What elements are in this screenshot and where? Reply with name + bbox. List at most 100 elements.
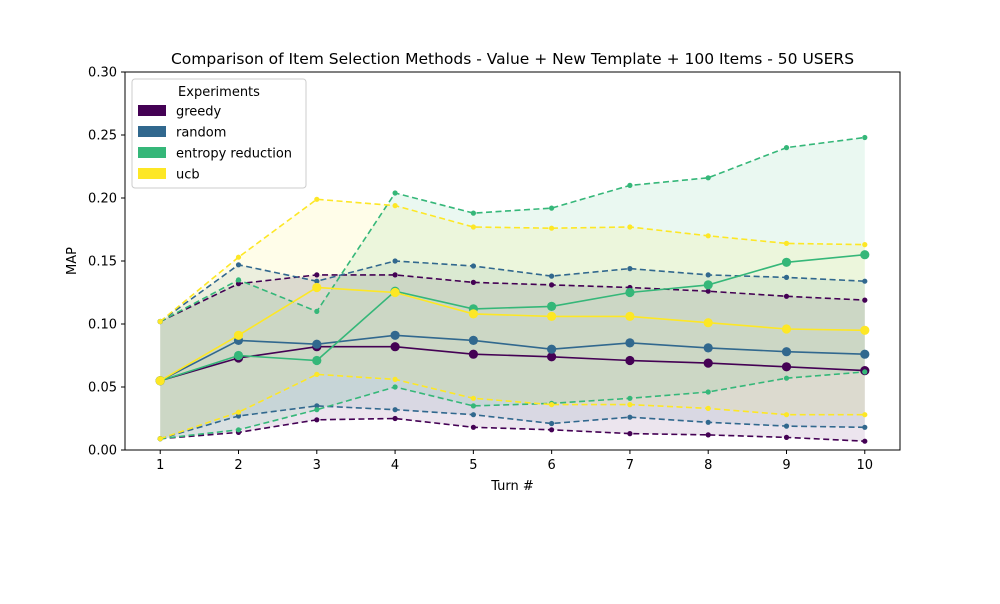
legend-swatch (138, 126, 166, 137)
legend-label: entropy reduction (176, 147, 292, 162)
legend-item-entropy-reduction: entropy reduction (138, 147, 292, 162)
x-axis-label: Turn # (490, 479, 534, 494)
x-tick-label: 9 (782, 458, 790, 473)
x-tick-label: 10 (856, 458, 873, 473)
x-tick-label: 8 (704, 458, 712, 473)
legend-label: greedy (176, 105, 222, 120)
series-random-upper-point (392, 258, 398, 264)
y-tick-label: 0.00 (88, 444, 117, 459)
series-ucb-upper-point (392, 203, 398, 209)
series-entropy-reduction-mean-point (625, 287, 635, 298)
legend-swatch (138, 105, 166, 116)
series-ucb-upper-point (470, 224, 476, 230)
series-lines (155, 134, 870, 444)
series-greedy-upper-point (783, 293, 790, 299)
legend-title: Experiments (178, 85, 260, 100)
band-entropy-reduction (160, 137, 865, 439)
legend-box (131, 78, 307, 189)
y-tick-label: 0.30 (88, 66, 117, 81)
series-random-lower-point (470, 412, 476, 418)
series-entropy-reduction-upper-point (627, 182, 633, 188)
x-tick-label: 6 (548, 458, 556, 473)
series-entropy-reduction-lower-point (862, 369, 868, 375)
series-ucb-mean-point (703, 318, 713, 328)
series-ucb-upper-point (235, 254, 242, 260)
series-greedy-lower-point (627, 431, 633, 437)
series-entropy-reduction-upper-point (314, 308, 320, 314)
series-entropy-reduction-mean-point (547, 301, 557, 311)
series-random-upper-point (470, 263, 476, 269)
series-ucb-lower-point (783, 412, 790, 418)
series-random-upper-line (159, 260, 865, 323)
series-ucb-mean-point (312, 282, 322, 293)
series-greedy-lower-line (160, 417, 865, 442)
x-tick-label: 5 (469, 458, 477, 473)
series-random-upper-point (627, 266, 633, 272)
y-tick-label: 0.05 (88, 381, 117, 396)
series-greedy-upper-point (235, 281, 242, 287)
series-random-lower-point (627, 414, 633, 420)
series-entropy-reduction (155, 134, 870, 442)
series-entropy-reduction-upper-point (392, 190, 398, 196)
series-entropy-reduction-mean-point (233, 350, 244, 361)
series-random-lower-point (705, 419, 711, 425)
series-ucb-mean-point (547, 311, 557, 321)
series-ucb-mean-point (390, 287, 400, 298)
series-entropy-reduction-lower-line (160, 371, 865, 440)
series-entropy-reduction-mean-point (312, 355, 322, 366)
series-greedy-upper-point (862, 297, 868, 303)
legend-label: random (176, 126, 226, 141)
series-greedy-mean-point (547, 352, 557, 362)
series-entropy-reduction-mean-point (860, 250, 870, 260)
series-random-mean-point (703, 343, 713, 353)
series-random-upper-point (783, 274, 790, 280)
y-tick-label: 0.25 (88, 129, 117, 144)
series-ucb-lower-point (705, 405, 711, 411)
series-greedy-mean-point (468, 349, 478, 359)
series-ucb-upper-point (157, 318, 163, 325)
legend-swatch (138, 147, 166, 158)
series-random-mean-point (390, 330, 400, 340)
series-ucb-mean-line (159, 286, 865, 382)
series-ucb-mean-point (468, 309, 478, 319)
series-greedy-lower-point (783, 434, 790, 440)
series-greedy-upper-point (549, 282, 555, 288)
series-random-mean-point (547, 344, 557, 354)
series-random-lower-point (549, 420, 555, 427)
series-entropy-reduction-upper-point (862, 134, 868, 141)
x-tick-label: 1 (156, 458, 164, 473)
series-ucb-lower-point (862, 412, 868, 418)
legend-item-random: random (138, 126, 226, 141)
legend-label: ucb (176, 168, 200, 183)
series-ucb-lower-point (549, 402, 555, 408)
x-tick-label: 4 (391, 458, 399, 473)
series-entropy-reduction-upper-point (705, 175, 711, 181)
x-tick-label: 3 (313, 458, 321, 473)
series-greedy-lower-point (705, 432, 711, 438)
series-entropy-reduction-lower-point (627, 395, 633, 401)
series-entropy-reduction-mean-line (159, 253, 865, 382)
legend: Experiments greedy random entropy reductio… (131, 78, 307, 189)
legend-item-ucb: ucb (138, 168, 200, 183)
chart-title: Comparison of Item Selection Methods - V… (171, 50, 854, 68)
series-ucb-lower-point (470, 395, 476, 401)
legend-swatch (138, 168, 166, 179)
series-random-mean-line (159, 334, 865, 382)
series-ucb-lower-line (159, 373, 865, 440)
series-random-mean-point (468, 335, 478, 345)
series-random-upper-point (705, 272, 711, 278)
series-ucb-lower-point (235, 409, 242, 415)
series-random-mean-point (781, 347, 792, 357)
y-axis-label: MAP (65, 247, 80, 275)
series-random-mean-point (625, 338, 635, 348)
series-entropy-reduction-lower-point (314, 407, 320, 413)
y-tick-label: 0.10 (88, 318, 117, 333)
series-greedy-upper-point (314, 272, 320, 278)
y-tick-label: 0.20 (88, 192, 117, 207)
series-entropy-reduction-lower-point (705, 389, 711, 395)
series-entropy-reduction-mean-point (703, 280, 713, 290)
series-greedy-mean-line (159, 345, 865, 382)
series-greedy-upper-point (705, 288, 711, 294)
